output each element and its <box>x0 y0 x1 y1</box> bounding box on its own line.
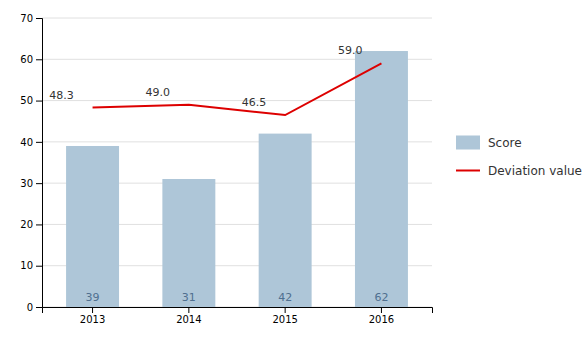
y-tick-mark <box>36 266 42 267</box>
x-tick-mark <box>92 307 93 313</box>
x-tick-mark <box>381 307 382 313</box>
y-tick-mark <box>36 224 42 225</box>
x-tick: 2016 <box>369 307 394 325</box>
x-tick-label: 2016 <box>369 314 394 325</box>
y-tick-mark <box>36 142 42 143</box>
y-tick: 10 <box>20 260 42 271</box>
bar-label: 31 <box>182 291 196 304</box>
y-tick: 30 <box>20 178 42 189</box>
grid-line <box>42 18 432 19</box>
y-axis-line <box>36 19 43 308</box>
marks <box>66 51 408 307</box>
x-tick: 2015 <box>272 307 297 325</box>
legend-swatch <box>456 170 480 172</box>
legend-swatch <box>456 136 480 150</box>
legend-label: Deviation value <box>488 164 582 178</box>
x-tick: 2014 <box>176 307 201 325</box>
y-tick-label: 70 <box>20 13 33 24</box>
x-tick-mark <box>188 307 189 313</box>
y-axis: 0 10 20 30 40 50 60 70 <box>20 13 42 313</box>
y-tick-mark <box>36 307 42 308</box>
bar <box>162 179 215 307</box>
legend-item: Score <box>456 136 522 150</box>
y-tick-mark <box>36 59 42 60</box>
chart: 0 10 20 30 40 50 60 70 2013 2014 2015 2016 39 31 42 62 4… <box>0 0 582 339</box>
x-axis-line <box>43 308 433 314</box>
grid <box>42 18 432 307</box>
y-tick-mark <box>36 18 42 19</box>
y-tick-label: 20 <box>20 219 33 230</box>
bar-label: 42 <box>278 291 292 304</box>
plot: 0 10 20 30 40 50 60 70 2013 2014 2015 2016 39 31 42 62 4… <box>20 13 432 325</box>
y-tick-label: 60 <box>20 54 33 65</box>
y-tick: 50 <box>20 95 42 106</box>
legend-item: Deviation value <box>456 164 582 178</box>
legend: Score Deviation value <box>456 136 582 178</box>
x-tick-label: 2013 <box>80 314 105 325</box>
bar <box>66 146 119 307</box>
x-tick: 2013 <box>80 307 105 325</box>
line <box>93 63 382 115</box>
y-tick-label: 10 <box>20 260 33 271</box>
y-tick-mark <box>36 183 42 184</box>
x-tick-mark <box>285 307 286 313</box>
bar <box>355 51 408 307</box>
bar-label: 39 <box>86 291 100 304</box>
line-label: 49.0 <box>146 86 171 99</box>
x-tick-label: 2014 <box>176 314 201 325</box>
y-tick: 60 <box>20 54 42 65</box>
y-tick-label: 50 <box>20 95 33 106</box>
y-tick-label: 0 <box>27 302 33 313</box>
y-tick-label: 40 <box>20 137 33 148</box>
line-label: 46.5 <box>242 96 267 109</box>
y-tick: 0 <box>27 302 42 313</box>
legend-label: Score <box>488 136 522 150</box>
line-label: 48.3 <box>49 89 74 102</box>
y-tick-label: 30 <box>20 178 33 189</box>
y-tick-mark <box>36 101 42 102</box>
bar <box>259 134 312 307</box>
bar-label: 62 <box>374 291 388 304</box>
y-tick: 40 <box>20 137 42 148</box>
x-axis: 2013 2014 2015 2016 <box>43 307 433 325</box>
line-label: 59.0 <box>338 44 363 57</box>
labels: 39 31 42 62 48.3 49.0 46.5 59.0 <box>49 44 388 304</box>
x-tick-label: 2015 <box>272 314 297 325</box>
y-tick: 70 <box>20 13 42 24</box>
y-tick: 20 <box>20 219 42 230</box>
